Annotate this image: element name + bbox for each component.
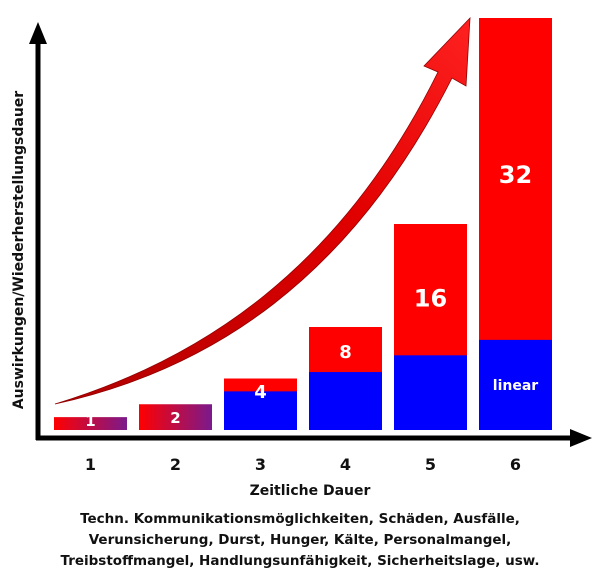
x-tick-label: 5 [425,455,436,474]
y-axis [29,22,47,440]
bar-value-label: 2 [170,409,180,427]
bar-value-label: 16 [414,284,447,312]
caption-line: Techn. Kommunikationsmöglichkeiten, Schä… [80,511,520,527]
x-tick-label: 3 [255,455,266,474]
y-axis-label: Auswirkungen/Wiederherstellungsdauer [11,91,27,409]
bar-linear [309,372,382,430]
bar-linear [394,355,467,430]
x-axis-label: Zeitliche Dauer [250,483,371,499]
bar-exponential [54,417,127,430]
linear-series-label: linear [493,378,539,394]
bars: 1 2 4 8 16 32 linear [54,18,552,430]
caption-line: Treibstoffmangel, Handlungsunfähigkeit, … [60,553,540,569]
caption-line: Verunsicherung, Durst, Hunger, Kälte, Pe… [88,532,512,548]
bar-exponential [139,404,212,430]
bar-value-label: 1 [85,412,95,430]
x-tick-labels: 1 2 3 4 5 6 [85,455,521,474]
bar-value-label: 32 [499,161,532,189]
caption: Techn. Kommunikationsmöglichkeiten, Schä… [0,509,600,572]
x-tick-label: 4 [340,455,351,474]
bar-value-label: 4 [254,382,267,403]
bar-value-label: 8 [339,342,352,363]
x-axis [36,429,592,447]
bar-linear [479,339,552,430]
bar-linear [224,391,297,430]
x-tick-label: 1 [85,455,96,474]
x-tick-label: 2 [170,455,181,474]
growth-arrow-icon [54,16,471,405]
x-tick-label: 6 [510,455,521,474]
